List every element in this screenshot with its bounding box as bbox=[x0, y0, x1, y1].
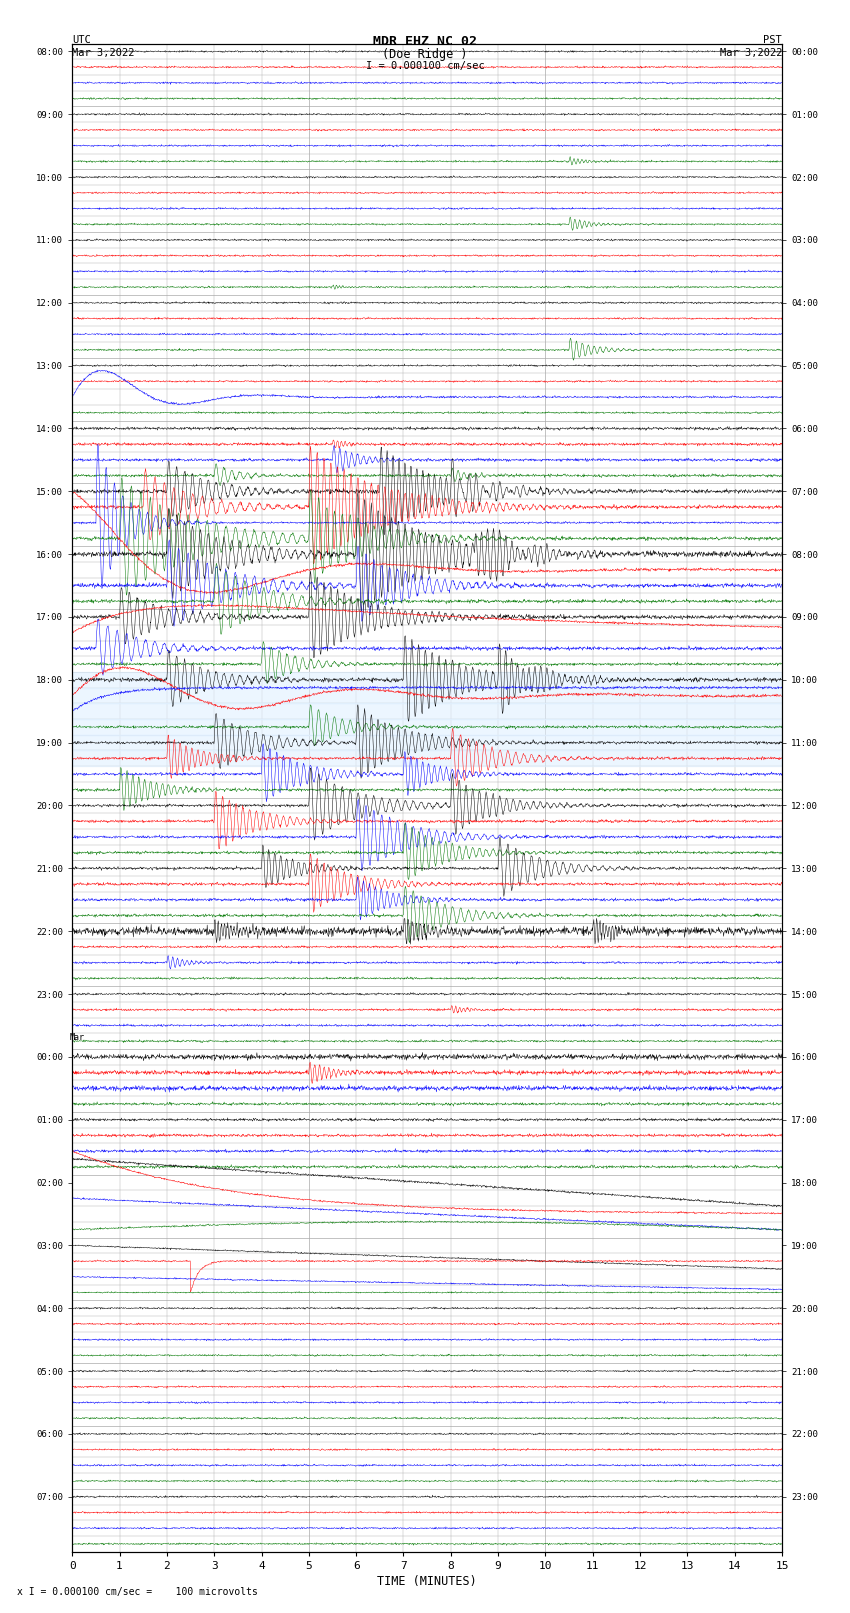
Bar bbox=[72, 703, 782, 719]
Text: MDR EHZ NC 02: MDR EHZ NC 02 bbox=[373, 35, 477, 48]
Bar bbox=[72, 736, 782, 750]
Text: Mar 3,2022: Mar 3,2022 bbox=[72, 48, 135, 58]
Bar bbox=[72, 719, 782, 736]
X-axis label: TIME (MINUTES): TIME (MINUTES) bbox=[377, 1574, 477, 1587]
Bar bbox=[72, 673, 782, 687]
Text: x I = 0.000100 cm/sec =    100 microvolts: x I = 0.000100 cm/sec = 100 microvolts bbox=[17, 1587, 258, 1597]
Text: Mar: Mar bbox=[69, 1034, 84, 1042]
Bar bbox=[72, 750, 782, 766]
Text: (Doe Ridge ): (Doe Ridge ) bbox=[382, 48, 468, 61]
Text: UTC: UTC bbox=[72, 35, 91, 45]
Text: I = 0.000100 cm/sec: I = 0.000100 cm/sec bbox=[366, 61, 484, 71]
Text: Mar 3,2022: Mar 3,2022 bbox=[719, 48, 782, 58]
Text: PST: PST bbox=[763, 35, 782, 45]
Bar bbox=[72, 687, 782, 703]
